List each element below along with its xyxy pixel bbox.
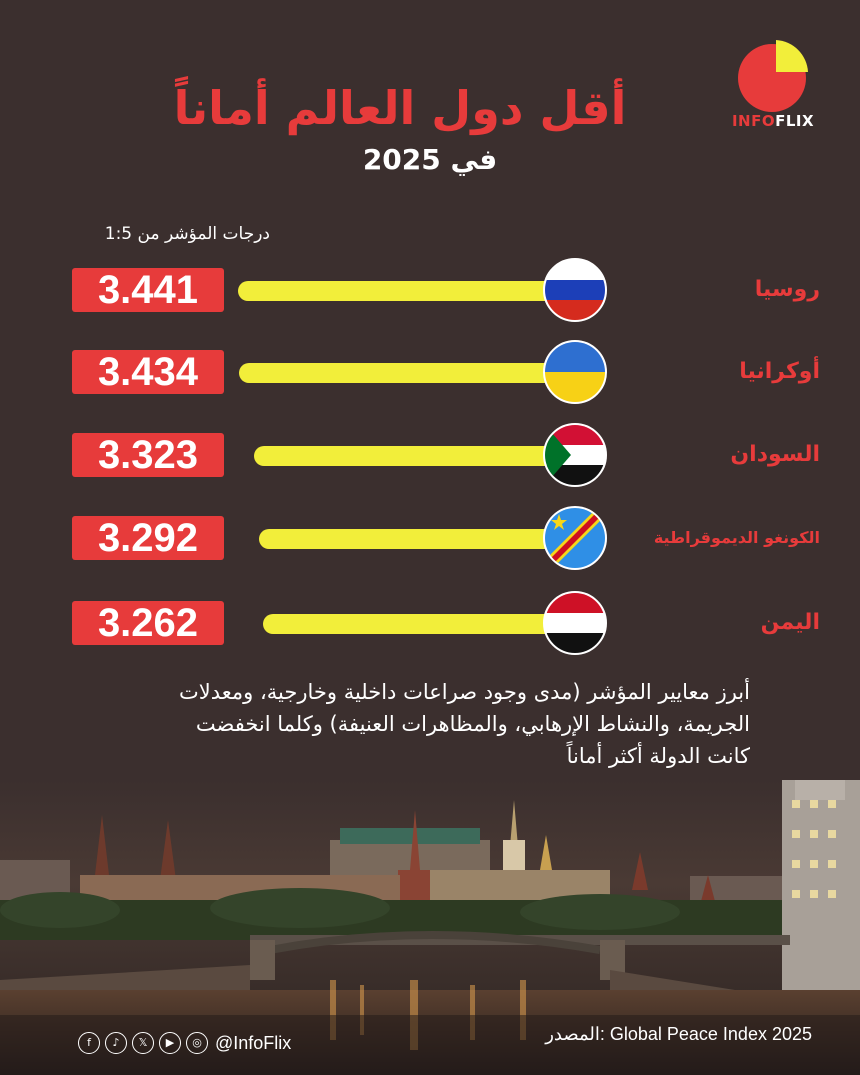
index-note: أبرز معايير المؤشر (مدى وجود صراعات داخل… [179,680,750,768]
dr-congo-flag [543,506,607,570]
ukraine-flag [543,340,607,404]
city-skyline-image [0,780,860,1075]
russia-flag [543,258,607,322]
value-label: 3.441 [72,268,224,312]
value-label: 3.292 [72,516,224,560]
chart-title: أقل دول العالم أماناً [173,81,627,135]
source-note: المصدر: Global Peace Index 2025 [545,1024,812,1044]
bar [258,529,555,549]
instagram-icon[interactable]: ◎ [186,1032,208,1054]
bar-row: 3.434 أوكرانيا [0,337,860,407]
bar [238,281,555,301]
value-label: 3.262 [72,601,224,645]
country-label: الكونغو الديموقراطية [653,528,820,547]
value-label: 3.434 [72,350,224,394]
bar-row: 3.441 روسيا [0,255,860,325]
chart-subtitle: في 2025 [362,143,498,176]
bar-row: 3.262 اليمن [0,588,860,658]
facebook-icon[interactable]: f [78,1032,100,1054]
youtube-icon[interactable]: ▶ [159,1032,181,1054]
bar [254,446,555,466]
tiktok-icon[interactable]: ♪ [105,1032,127,1054]
x-icon[interactable]: 𝕏 [132,1032,154,1054]
country-label: روسيا [754,277,820,302]
country-label: السودان [730,442,820,467]
social-handle: @InfoFlix [215,1032,292,1053]
social-links: f ♪ 𝕏 ▶ ◎ @InfoFlix [78,1030,291,1056]
logo-wordmark: INFOFLIX [731,112,815,130]
yemen-flag [543,591,607,655]
axis-label: درجات المؤشر من 1:5 [104,224,270,244]
bar-row: 3.292 الكونغو الديموقراطية [0,503,860,573]
bar [262,614,555,634]
sudan-flag [543,423,607,487]
value-label: 3.323 [72,433,224,477]
bar-row: 3.323 السودان [0,420,860,490]
country-label: أوكرانيا [739,359,820,384]
infoflix-logo [738,40,808,112]
bar [239,363,555,383]
country-label: اليمن [760,610,820,635]
